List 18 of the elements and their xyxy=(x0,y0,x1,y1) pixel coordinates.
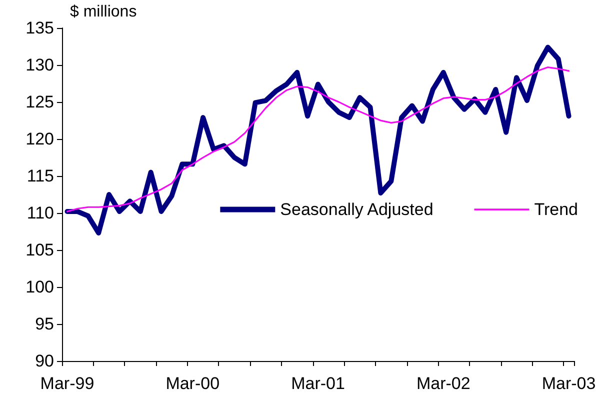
y-tick-label: 125 xyxy=(26,92,54,112)
y-tick-label: 90 xyxy=(35,352,54,370)
x-tick-label: Mar-00 xyxy=(166,374,220,393)
x-tick-label: Mar-02 xyxy=(416,374,470,393)
legend-label: Trend xyxy=(534,200,578,219)
y-tick-label: 95 xyxy=(35,314,54,334)
y-tick-label: 120 xyxy=(26,130,54,148)
y-tick-label: 100 xyxy=(26,278,54,296)
x-tick-label: Mar-01 xyxy=(291,374,345,393)
y-tick-label: 110 xyxy=(26,204,54,222)
legend-label: Seasonally Adjusted xyxy=(280,200,434,219)
y-tick-label: 105 xyxy=(26,240,54,260)
y-tick-label: 135 xyxy=(26,18,54,38)
y-axis-title: $ millions xyxy=(70,4,137,20)
y-tick-label: 115 xyxy=(26,166,54,186)
y-tick-label: 130 xyxy=(26,56,54,74)
x-tick-label: Mar-99 xyxy=(40,374,94,393)
x-tick-label: Mar-03 xyxy=(542,374,596,393)
